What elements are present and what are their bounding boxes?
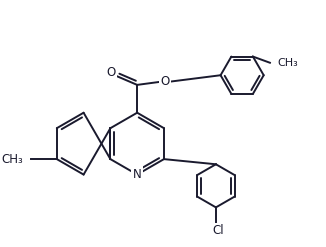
Text: O: O	[160, 75, 170, 88]
Text: Cl: Cl	[212, 225, 224, 237]
Text: CH₃: CH₃	[277, 58, 298, 68]
Text: O: O	[106, 66, 115, 79]
Text: CH₃: CH₃	[1, 153, 23, 166]
Text: N: N	[133, 168, 141, 181]
